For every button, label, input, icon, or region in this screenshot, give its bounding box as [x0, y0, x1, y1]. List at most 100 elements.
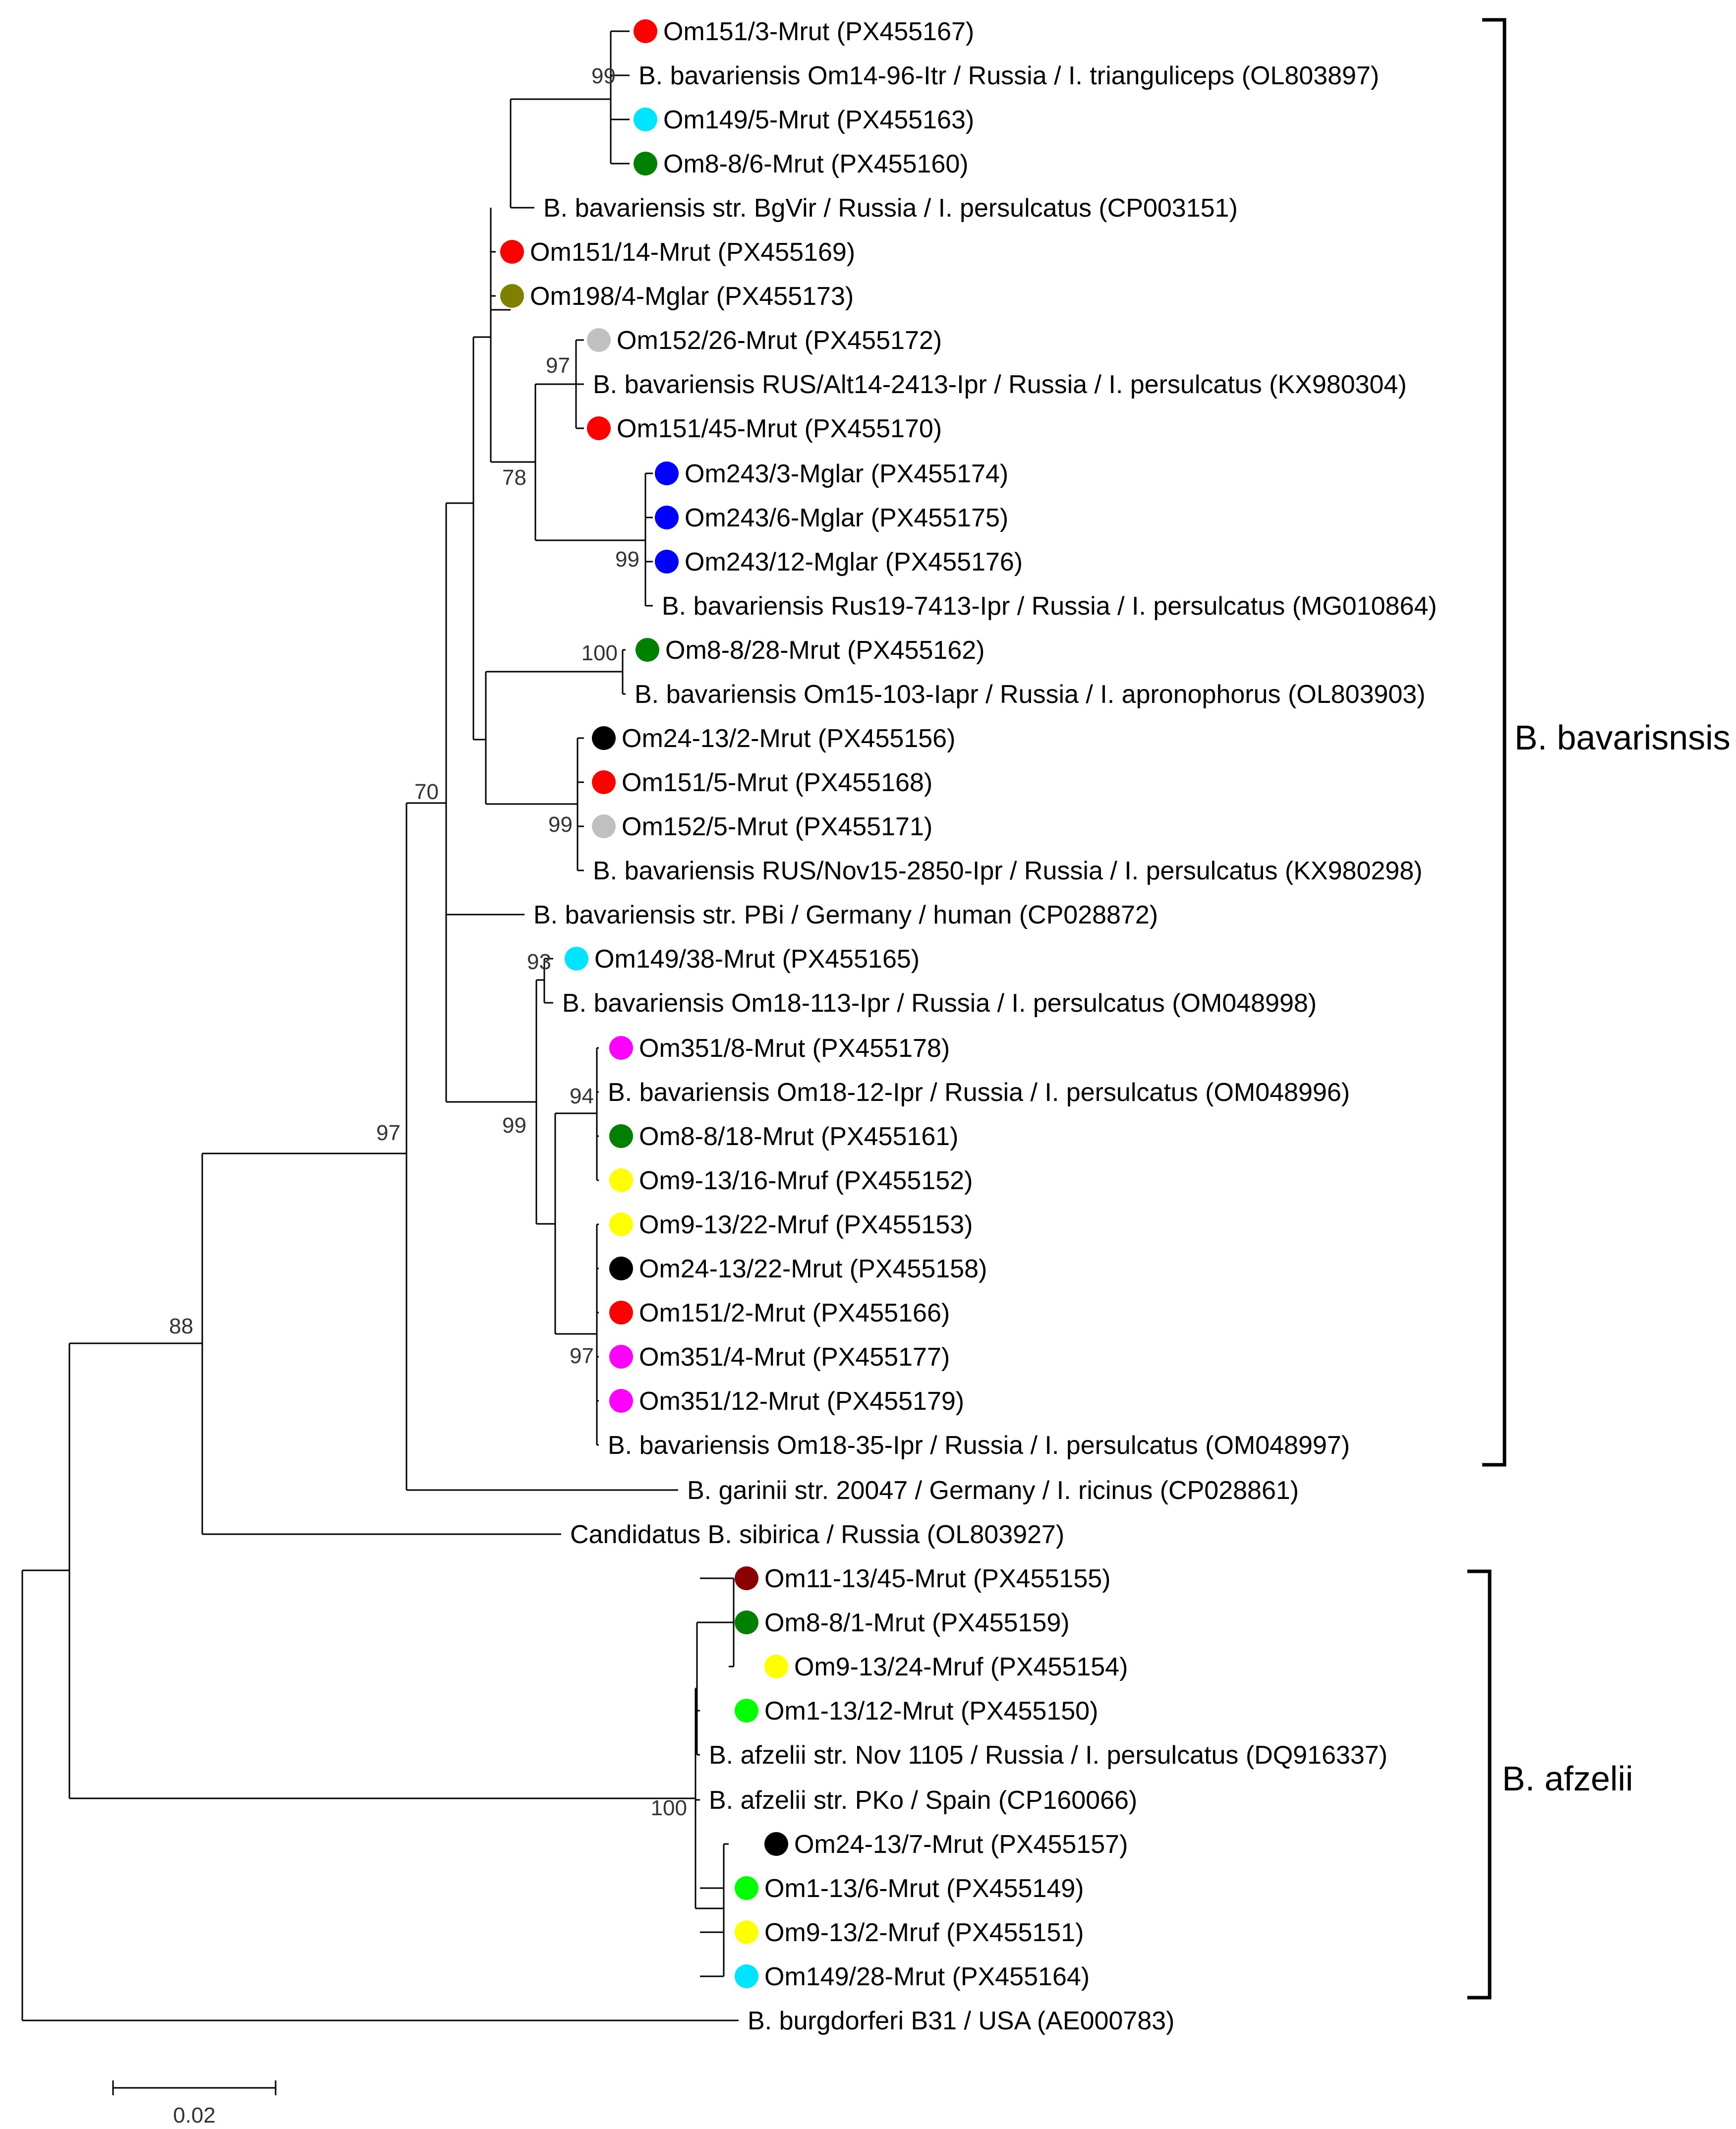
leaf-marker: [655, 550, 679, 574]
bootstrap-value: 97: [570, 1344, 594, 1368]
leaf-label: Om243/12-Mglar (PX455176): [685, 548, 1023, 576]
bootstrap-value: 94: [570, 1084, 594, 1108]
clade-label-afzelii: B. afzelii: [1502, 1759, 1633, 1798]
branch: [696, 1621, 734, 1756]
leaf-labels: Om151/3-Mrut (PX455167) B. bavariensis Om…: [530, 17, 1437, 2035]
branch: [596, 1223, 599, 1446]
leaf-label: Om9-13/22-Mruf (PX455153): [639, 1210, 973, 1239]
branch: [21, 1569, 739, 2021]
bootstrap-value: 99: [502, 1113, 526, 1138]
leaf-label: Om198/4-Mglar (PX455173): [530, 282, 854, 311]
leaf-label: B. bavariensis RUS/Alt14-2413-Ipr / Russ…: [593, 370, 1407, 399]
leaf-label: Om243/6-Mglar (PX455175): [685, 504, 1008, 532]
leaf-label: Om243/3-Mglar (PX455174): [685, 460, 1008, 488]
branch: [490, 208, 535, 463]
tree-branches: [21, 30, 739, 2021]
leaf-label: Om151/14-Mrut (PX455169): [530, 238, 855, 267]
bootstrap-value: 78: [502, 465, 526, 490]
branch: [445, 502, 536, 1103]
leaf-label: Om351/12-Mrut (PX455179): [639, 1387, 964, 1416]
leaf-label: B. afzelii str. Nov 1105 / Russia / I. p…: [709, 1741, 1388, 1770]
leaf-label: Om8-8/18-Mrut (PX455161): [639, 1122, 959, 1151]
leaf-marker: [592, 814, 616, 838]
leaf-label: Om8-8/6-Mrut (PX455160): [663, 150, 969, 178]
leaf-marker: [764, 1832, 788, 1856]
leaf-marker: [655, 506, 679, 529]
leaf-label: B. garinii str. 20047 / Germany / I. ric…: [687, 1476, 1299, 1505]
scale-bar-line: [112, 2080, 277, 2095]
branch: [534, 383, 645, 541]
leaf-marker: [592, 726, 616, 750]
bootstrap-value: 97: [546, 353, 570, 378]
clade-brackets: [1467, 18, 1506, 2000]
leaf-marker: [655, 461, 679, 485]
leaf-label: Om149/38-Mrut (PX455165): [594, 945, 920, 974]
leaf-label: Om8-8/1-Mrut (PX455159): [764, 1609, 1070, 1637]
leaf-marker: [735, 1611, 758, 1634]
scale-bar: 0.02: [112, 2080, 277, 2128]
leaf-marker: [609, 1168, 633, 1192]
leaf-label: B. bavariensis Rus19-7413-Ipr / Russia /…: [662, 592, 1437, 621]
leaf-marker: [735, 1876, 758, 1900]
leaf-marker: [634, 108, 657, 131]
leaf-label: B. bavariensis Om18-113-Ipr / Russia / I…: [562, 989, 1317, 1018]
branch: [700, 1843, 729, 1977]
leaf-label: B. bavariensis RUS/Nov15-2850-Ipr / Russ…: [593, 857, 1422, 885]
branch: [596, 1047, 599, 1181]
branch: [405, 802, 678, 1491]
scale-bar-label: 0.02: [173, 2103, 216, 2128]
leaf-label: B. bavariensis Om15-103-Iapr / Russia / …: [635, 680, 1426, 709]
branch: [485, 671, 623, 805]
branch: [510, 98, 611, 209]
leaf-marker: [609, 1036, 633, 1060]
branch: [201, 1152, 561, 1535]
leaf-marker: [634, 152, 657, 175]
leaf-marker: [609, 1389, 633, 1413]
leaf-label: B. afzelii str. PKo / Spain (CP160066): [709, 1786, 1137, 1815]
branch: [554, 1112, 597, 1335]
leaf-label: Om151/3-Mrut (PX455167): [663, 17, 974, 46]
bootstrap-value: 93: [527, 950, 551, 974]
leaf-marker: [500, 284, 524, 308]
bootstrap-labels: 99 97 78 99 100 99 70 93 94 99 97 97 88 100: [169, 64, 687, 1820]
leaf-label: Om351/8-Mrut (PX455178): [639, 1034, 950, 1063]
leaf-marker: [609, 1212, 633, 1236]
leaf-marker: [587, 416, 611, 440]
leaf-label: B. bavariensis Om18-12-Ipr / Russia / I.…: [608, 1078, 1350, 1107]
leaf-marker: [634, 19, 657, 43]
leaf-label: Om149/28-Mrut (PX455164): [764, 1962, 1090, 1991]
leaf-marker: [735, 1920, 758, 1944]
bootstrap-value: 100: [581, 641, 618, 665]
leaf-label: Candidatus B. sibirica / Russia (OL80392…: [570, 1520, 1064, 1549]
branch: [694, 1687, 724, 1909]
leaf-label: Om151/45-Mrut (PX455170): [617, 414, 942, 443]
leaf-label: Om152/5-Mrut (PX455171): [622, 812, 932, 841]
branch: [472, 336, 491, 741]
bootstrap-value: 88: [169, 1314, 193, 1338]
leaf-marker: [565, 947, 588, 971]
clade-label-bavariensis: B. bavarisnsis: [1514, 718, 1731, 757]
leaf-label: B. bavariensis str. BgVir / Russia / I. …: [543, 194, 1238, 223]
leaf-marker: [500, 240, 524, 264]
leaf-label: Om9-13/16-Mruf (PX455152): [639, 1166, 973, 1195]
leaf-label: Om1-13/6-Mrut (PX455149): [764, 1874, 1084, 1903]
branch: [68, 1342, 695, 1799]
leaf-label: Om151/5-Mrut (PX455168): [622, 768, 932, 797]
leaf-label: Om149/5-Mrut (PX455163): [663, 106, 974, 134]
leaf-label: B. bavariensis Om14-96-Itr / Russia / I.…: [638, 61, 1379, 90]
leaf-label: Om151/2-Mrut (PX455166): [639, 1299, 950, 1327]
leaf-label: Om11-13/45-Mrut (PX455155): [764, 1564, 1110, 1593]
leaf-label: Om9-13/24-Mruf (PX455154): [794, 1653, 1128, 1681]
branch: [575, 339, 584, 429]
leaf-label: B. burgdorferi B31 / USA (AE000783): [748, 2007, 1174, 2035]
branch: [622, 649, 626, 695]
leaf-label: B. bavariensis Om18-35-Ipr / Russia / I.…: [608, 1431, 1350, 1460]
leaf-marker: [609, 1257, 633, 1280]
leaf-marker: [764, 1655, 788, 1678]
branch: [577, 737, 584, 871]
leaf-marker: [636, 638, 659, 662]
leaf-marker: [609, 1124, 633, 1148]
leaf-label: Om152/26-Mrut (PX455172): [617, 326, 942, 355]
leaf-markers: [500, 19, 788, 1988]
